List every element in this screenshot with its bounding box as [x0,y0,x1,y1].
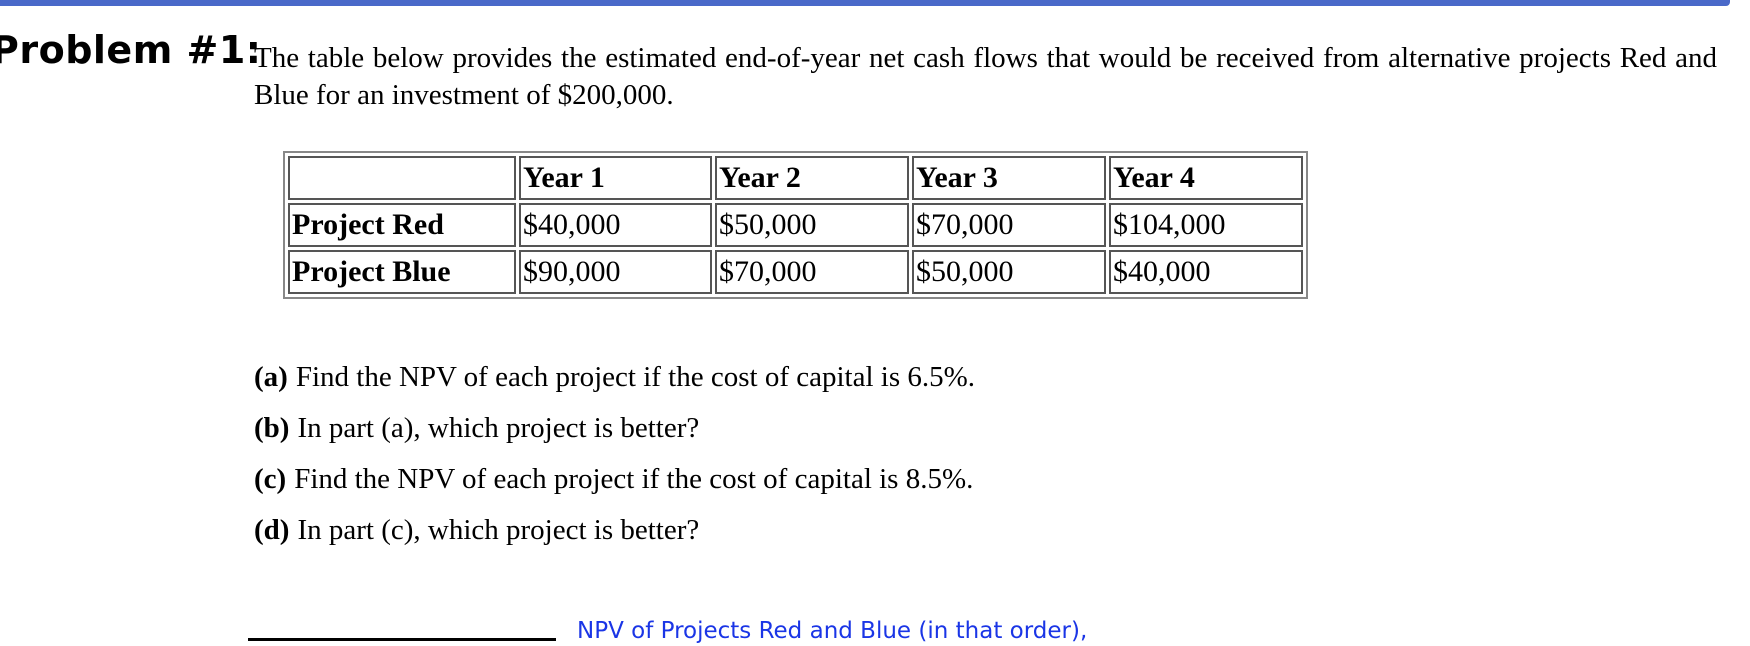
problem-label: Problem #1: [0,28,262,72]
question-text: In part (a), which project is better? [297,412,700,444]
question-tag: (b) [254,412,290,444]
question-tag: (c) [254,463,287,495]
answer-label: NPV of Projects Red and Blue (in that or… [577,618,1088,644]
table-header-row: Year 1 Year 2 Year 3 Year 4 [288,156,1303,200]
table-header-year-1: Year 1 [519,156,712,200]
question-list: (a) Find the NPV of each project if the c… [254,352,975,556]
answer-input-field[interactable] [248,638,556,641]
question-tag: (a) [254,361,288,393]
row-label-project-blue: Project Blue [288,250,516,294]
table-header-corner [288,156,516,200]
row-label-project-red: Project Red [288,203,516,247]
table-cell: $50,000 [912,250,1106,294]
table-row: Project Red $40,000 $50,000 $70,000 $104… [288,203,1303,247]
cash-flow-table: Year 1 Year 2 Year 3 Year 4 Project Red … [283,151,1308,299]
table-cell: $104,000 [1109,203,1303,247]
table-cell: $50,000 [715,203,909,247]
table-header-year-4: Year 4 [1109,156,1303,200]
table-header-year-3: Year 3 [912,156,1106,200]
top-bar-edge [1730,0,1750,8]
problem-intro: The table below provides the estimated e… [254,42,1717,111]
table-header-year-2: Year 2 [715,156,909,200]
question-text: In part (c), which project is better? [297,514,700,546]
table-cell: $70,000 [715,250,909,294]
question-tag: (d) [254,514,290,546]
question-text: Find the NPV of each project if the cost… [295,361,976,393]
table-cell: $90,000 [519,250,712,294]
question-a: (a) Find the NPV of each project if the c… [254,352,975,403]
table-cell: $40,000 [519,203,712,247]
table-cell: $40,000 [1109,250,1303,294]
table-row: Project Blue $90,000 $70,000 $50,000 $40… [288,250,1303,294]
question-d: (d) In part (c), which project is better? [254,505,975,556]
question-text: Find the NPV of each project if the cost… [294,463,974,495]
question-b: (b) In part (a), which project is better? [254,403,975,454]
top-accent-bar [0,0,1730,6]
question-c: (c) Find the NPV of each project if the c… [254,454,975,505]
table-cell: $70,000 [912,203,1106,247]
